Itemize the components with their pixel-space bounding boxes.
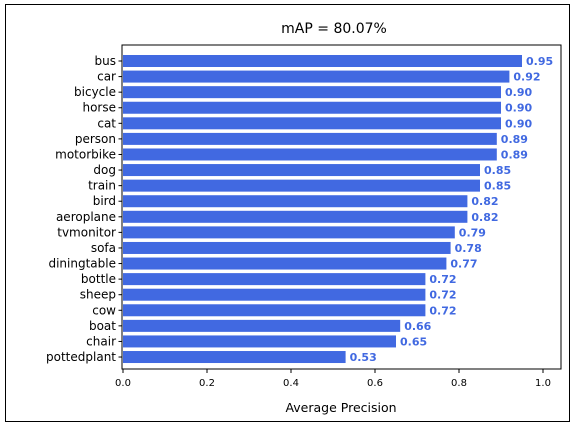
bar-boat [123, 319, 401, 332]
value-label-motorbike: 0.89 [501, 148, 528, 161]
bar-cat [123, 117, 501, 130]
category-label-bird: bird [93, 194, 116, 208]
value-label-aeroplane: 0.82 [471, 211, 498, 224]
bar-cow [123, 304, 426, 317]
x-tick-label-0.2: 0.2 [199, 378, 215, 389]
value-label-train: 0.85 [484, 180, 511, 193]
category-label-aeroplane: aeroplane [56, 210, 116, 224]
bar-motorbike [123, 148, 497, 161]
value-label-horse: 0.90 [505, 102, 532, 115]
value-label-sofa: 0.78 [455, 242, 482, 255]
bar-train [123, 179, 480, 192]
value-label-bird: 0.82 [471, 195, 498, 208]
category-label-boat: boat [89, 319, 116, 333]
category-label-pottedplant: pottedplant [46, 350, 116, 364]
category-label-horse: horse [82, 101, 116, 115]
value-label-dog: 0.85 [484, 164, 511, 177]
bar-tvmonitor [123, 226, 455, 239]
category-label-train: train [88, 179, 116, 193]
x-tick-label-0.4: 0.4 [283, 378, 299, 389]
value-label-bottle: 0.72 [429, 273, 456, 286]
value-label-cat: 0.90 [505, 117, 532, 130]
bar-sofa [123, 241, 451, 254]
category-label-cow: cow [92, 303, 116, 317]
value-label-bicycle: 0.90 [505, 86, 532, 99]
bar-bus [123, 55, 522, 67]
bar-sheep [123, 288, 426, 301]
category-label-diningtable: diningtable [48, 257, 116, 271]
category-label-bottle: bottle [81, 272, 116, 286]
bar-chair [123, 335, 396, 348]
bar-dog [123, 164, 480, 177]
bar-person [123, 132, 497, 145]
bar-car [123, 70, 510, 83]
x-tick-label-0.6: 0.6 [367, 378, 383, 389]
category-label-bus: bus [95, 54, 116, 68]
x-axis-label: Average Precision [285, 400, 396, 415]
bar-bird [123, 195, 468, 208]
category-label-chair: chair [86, 334, 116, 348]
category-label-cat: cat [97, 116, 116, 130]
category-label-person: person [75, 132, 116, 146]
value-label-chair: 0.65 [400, 335, 427, 348]
x-tick-label-0.0: 0.0 [115, 378, 131, 389]
bar-horse [123, 101, 501, 114]
value-label-person: 0.89 [501, 133, 528, 146]
category-label-tvmonitor: tvmonitor [57, 225, 116, 239]
value-label-cow: 0.72 [429, 304, 456, 317]
x-tick-label-1.0: 1.0 [535, 378, 551, 389]
category-label-bicycle: bicycle [74, 85, 116, 99]
category-label-motorbike: motorbike [55, 147, 116, 161]
category-label-car: car [97, 70, 116, 84]
bar-diningtable [123, 257, 447, 270]
value-label-diningtable: 0.77 [450, 258, 477, 271]
plot-area [121, 44, 562, 370]
bar-pottedplant [123, 351, 346, 364]
bar-bicycle [123, 86, 501, 99]
category-label-sheep: sheep [80, 288, 116, 302]
category-label-sofa: sofa [91, 241, 116, 255]
bar-bottle [123, 273, 426, 286]
bar-aeroplane [123, 210, 468, 223]
value-label-bus: 0.95 [526, 55, 553, 68]
value-label-pottedplant: 0.53 [350, 351, 377, 364]
value-label-car: 0.92 [513, 71, 540, 84]
value-label-boat: 0.66 [404, 320, 431, 333]
x-tick-label-0.8: 0.8 [451, 378, 467, 389]
value-label-sheep: 0.72 [429, 289, 456, 302]
category-label-dog: dog [93, 163, 116, 177]
chart-title: mAP = 80.07% [281, 21, 387, 37]
value-label-tvmonitor: 0.79 [459, 226, 486, 239]
